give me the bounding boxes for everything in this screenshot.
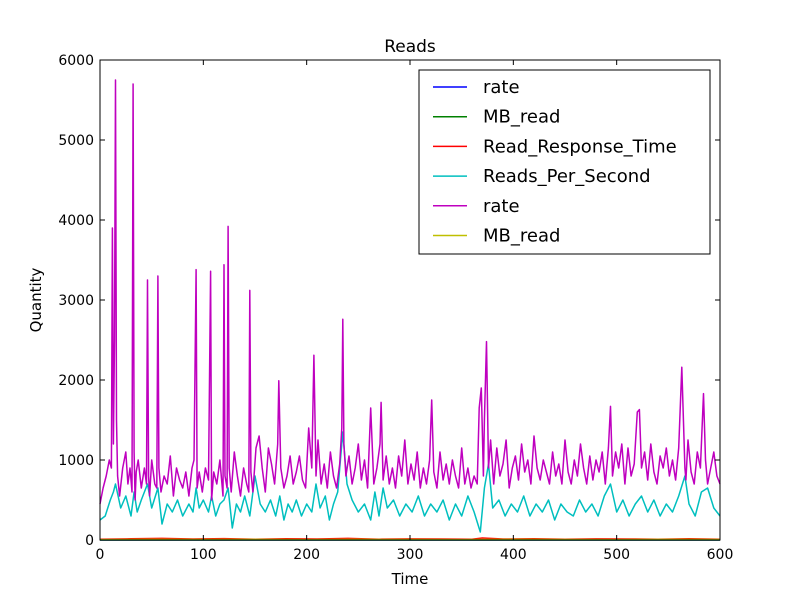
series-line-4-reads-per-second — [99, 431, 721, 533]
y-tick-label: 5000 — [58, 133, 94, 149]
y-tick-label: 6000 — [58, 53, 94, 69]
y-tick-label: 1000 — [58, 453, 94, 469]
legend-label: Read_Response_Time — [483, 136, 677, 157]
x-axis-label: Time — [391, 570, 429, 588]
y-axis-label: Quantity — [27, 267, 45, 332]
y-tick-label: 4000 — [58, 213, 94, 229]
legend-box — [418, 69, 711, 255]
ticks-layer: 0 100 200 300 400 500 600010002000300040005000… — [58, 53, 733, 563]
legend-label: rate — [483, 196, 520, 217]
x-tick-label: 400 — [500, 547, 527, 563]
x-tick-label: 300 — [397, 547, 424, 563]
legend-label: MB_read — [483, 226, 560, 247]
x-tick-label: 600 — [707, 547, 734, 563]
legend-label: Reads_Per_Second — [483, 166, 651, 187]
x-tick-label: 200 — [293, 547, 320, 563]
x-tick-label: 0 — [96, 547, 105, 563]
y-tick-label: 2000 — [58, 373, 94, 389]
series-line-5-rate — [99, 79, 721, 505]
chart-title: Reads — [384, 37, 436, 57]
x-tick-label: 500 — [603, 547, 630, 563]
y-tick-label: 0 — [85, 533, 94, 549]
y-tick-label: 3000 — [58, 293, 94, 309]
legend-label: MB_read — [483, 107, 560, 128]
x-tick-label: 100 — [190, 547, 217, 563]
legend: rate MB_read Read_Response_Time Reads_Per_S… — [418, 69, 711, 255]
legend-label: rate — [483, 77, 520, 98]
